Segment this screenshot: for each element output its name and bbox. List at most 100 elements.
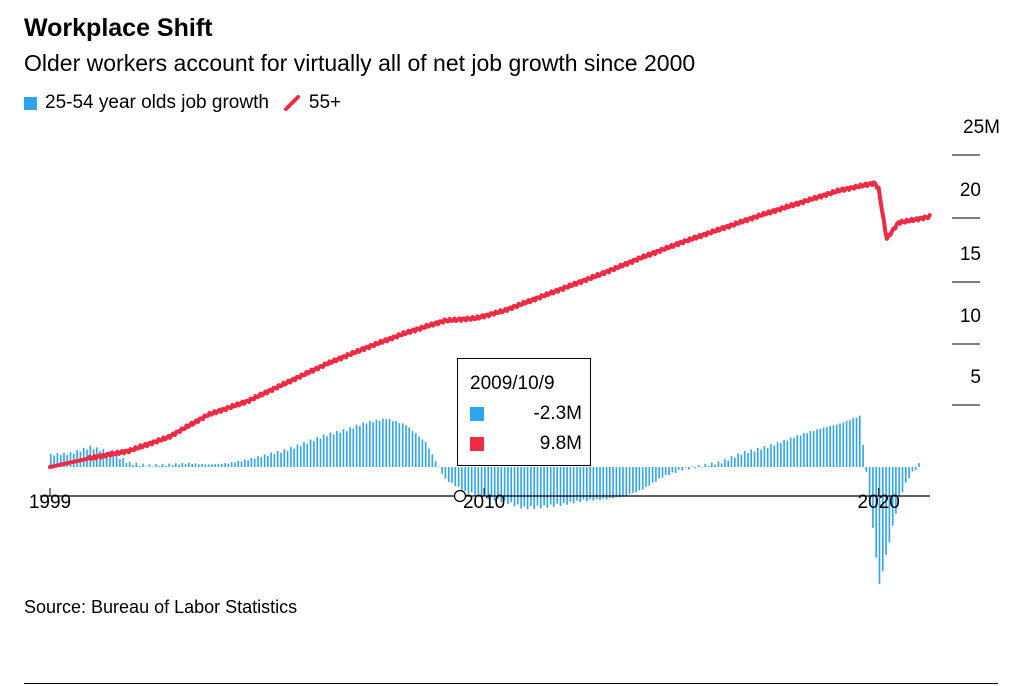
bar [401, 423, 404, 467]
bar [355, 424, 358, 467]
bar [517, 467, 519, 505]
bar [661, 467, 664, 478]
bar [329, 432, 332, 467]
bar [628, 467, 631, 495]
bar [655, 467, 657, 482]
bar [257, 456, 259, 467]
bar [918, 463, 920, 467]
series-line-55plus [48, 180, 932, 469]
bar [674, 467, 677, 473]
bar [145, 466, 147, 468]
bar [201, 463, 203, 467]
bar [599, 467, 601, 500]
bar [346, 431, 348, 467]
bar [286, 451, 289, 467]
bar [793, 438, 795, 467]
bar [878, 467, 881, 584]
bar [513, 467, 516, 507]
bar [319, 438, 322, 467]
bar [546, 467, 549, 508]
bar [158, 466, 161, 467]
tooltip-date: 2009/10/9 [470, 373, 555, 394]
bar [224, 463, 226, 467]
bar [444, 467, 447, 479]
bar [868, 467, 871, 502]
bar [461, 467, 463, 491]
bar [280, 452, 282, 467]
bar [553, 467, 555, 507]
bar [849, 420, 851, 467]
bar [586, 467, 588, 502]
bar [556, 467, 558, 504]
bar [572, 467, 575, 504]
y-tick-label: 10 [960, 306, 981, 327]
bar [214, 464, 216, 467]
bar [747, 453, 749, 467]
bar [780, 443, 782, 467]
bar [589, 467, 591, 500]
bar [638, 467, 641, 491]
bar [178, 464, 180, 467]
bar [563, 467, 565, 503]
bar [609, 467, 611, 498]
bar [395, 421, 397, 467]
bar [595, 467, 598, 499]
bar [632, 467, 634, 493]
bar [898, 467, 900, 497]
bar [188, 462, 190, 467]
bar [914, 467, 917, 471]
bar [602, 467, 605, 499]
legend-line-label: 55+ [308, 92, 342, 113]
legend-item-line[interactable]: 55+ [283, 92, 341, 114]
bar [411, 430, 414, 467]
bar [763, 446, 766, 467]
bar [618, 467, 621, 498]
bar [803, 433, 805, 467]
bar [757, 447, 759, 467]
bar [622, 467, 624, 497]
bar [487, 467, 489, 499]
bar [372, 422, 374, 467]
bar [645, 467, 647, 487]
bar [276, 450, 279, 467]
bar [697, 465, 700, 467]
bar [760, 449, 762, 467]
bar [842, 422, 845, 467]
bar [480, 467, 483, 498]
bar [704, 463, 706, 467]
bar [832, 425, 835, 467]
bar [734, 457, 736, 467]
bar [424, 442, 427, 467]
bar [352, 428, 355, 467]
bar [109, 450, 111, 467]
y-tick-label: 15 [960, 244, 981, 265]
bar [112, 455, 115, 467]
bar [293, 448, 295, 467]
bar [789, 437, 792, 467]
bar [296, 444, 299, 467]
bar [447, 467, 450, 483]
legend-item-bars[interactable]: 25-54 year olds job growth [24, 92, 269, 114]
bar [668, 467, 670, 476]
bar [484, 467, 486, 496]
bar [122, 458, 124, 467]
bar [457, 467, 460, 487]
bar [105, 452, 108, 467]
bar [658, 467, 660, 479]
bar [740, 454, 743, 467]
bar [260, 457, 263, 467]
bar [69, 452, 72, 467]
bar [250, 457, 253, 467]
bar [497, 467, 499, 499]
bar [776, 442, 779, 467]
bar [852, 418, 854, 467]
bar [415, 433, 417, 467]
bar [181, 463, 184, 467]
bar [671, 467, 674, 473]
bar-swatch-icon [24, 96, 37, 110]
bar [359, 426, 361, 467]
bar [53, 455, 55, 467]
bar [428, 448, 430, 467]
chart-title: Workplace Shift [24, 14, 213, 42]
